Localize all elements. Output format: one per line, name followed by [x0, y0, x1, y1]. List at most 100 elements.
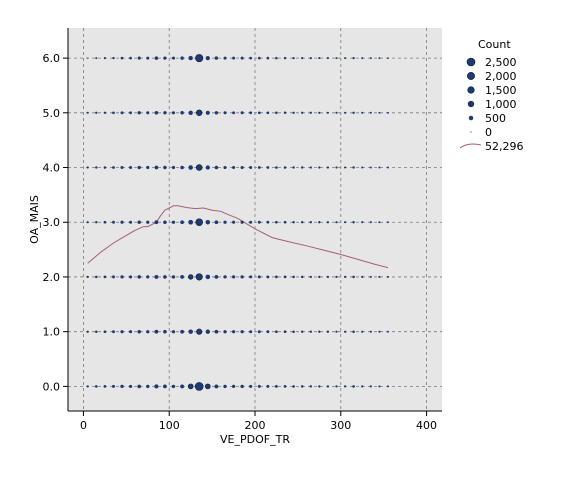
data-point: [361, 385, 364, 388]
data-point: [378, 385, 381, 388]
data-point: [326, 385, 330, 388]
data-point: [214, 165, 219, 170]
data-point: [112, 220, 115, 224]
data-point: [180, 329, 184, 334]
data-point: [154, 56, 159, 60]
data-point: [223, 384, 227, 389]
data-point: [378, 330, 381, 333]
data-point: [361, 330, 364, 333]
data-point: [188, 219, 194, 225]
data-point: [369, 275, 372, 278]
legend-size-label: 1,000: [485, 98, 517, 111]
data-point: [95, 111, 98, 114]
data-point: [335, 385, 338, 388]
data-point: [352, 330, 355, 333]
data-point: [301, 56, 304, 60]
data-point: [283, 111, 287, 115]
data-point: [326, 166, 329, 169]
data-point: [266, 330, 270, 334]
data-point: [369, 385, 372, 388]
data-point: [283, 275, 287, 279]
axes: 0 100 200 300 400 0.0 1.0 2.0 3.0 4.0 5.0 6.0: [43, 28, 442, 432]
data-point: [137, 329, 141, 334]
y-tick-label: 1.0: [43, 326, 61, 339]
legend-size-symbol: [467, 72, 475, 80]
data-point: [112, 330, 115, 334]
y-axis-title: OA_MAIS: [28, 195, 41, 244]
data-point: [129, 275, 133, 279]
data-point: [326, 111, 329, 114]
data-point: [369, 330, 372, 333]
data-point: [275, 56, 278, 60]
legend-size-label: 500: [485, 112, 506, 125]
legend-size-label: 2,500: [485, 56, 517, 69]
data-point: [326, 221, 330, 224]
data-point: [205, 383, 211, 390]
data-point: [249, 166, 253, 169]
legend-size-label: 1,500: [485, 84, 517, 97]
data-point: [283, 330, 287, 334]
data-point: [240, 111, 244, 115]
data-point: [129, 111, 133, 115]
data-point: [154, 329, 159, 334]
data-point: [361, 166, 364, 169]
data-point: [163, 165, 167, 170]
data-point: [275, 166, 278, 169]
x-axis-title: VE_PDOF_TR: [220, 433, 290, 446]
data-point: [129, 56, 132, 60]
data-point: [137, 56, 141, 60]
legend-size-symbol: [466, 57, 476, 67]
data-point: [195, 218, 203, 226]
data-point: [223, 330, 227, 334]
data-point: [180, 274, 185, 279]
data-point: [232, 220, 236, 224]
data-point: [326, 275, 330, 279]
y-tick-label: 0.0: [43, 380, 61, 393]
data-point: [387, 111, 389, 114]
data-point: [120, 384, 124, 389]
data-point: [300, 330, 304, 333]
data-point: [283, 220, 287, 224]
data-point: [214, 111, 219, 115]
data-point: [387, 330, 389, 333]
data-point: [300, 385, 304, 388]
data-point: [309, 221, 312, 224]
data-point: [171, 111, 176, 115]
data-point: [137, 165, 141, 170]
data-point: [194, 382, 204, 391]
data-point: [257, 56, 261, 60]
data-point: [103, 330, 107, 334]
data-point: [171, 165, 176, 170]
data-point: [361, 275, 364, 278]
data-point: [232, 56, 236, 60]
data-point: [249, 330, 253, 334]
data-point: [352, 56, 355, 60]
data-point: [369, 57, 372, 60]
data-point: [146, 330, 150, 334]
data-point: [257, 220, 261, 224]
data-point: [146, 56, 150, 60]
legend-size-symbol: [470, 131, 472, 133]
data-point: [240, 275, 244, 279]
data-point: [146, 275, 150, 279]
data-point: [240, 165, 244, 170]
data-point: [326, 57, 329, 60]
data-point: [196, 109, 203, 116]
data-point: [249, 275, 253, 279]
data-point: [283, 385, 287, 388]
data-point: [240, 330, 244, 334]
data-point: [86, 111, 89, 114]
data-point: [275, 275, 278, 279]
data-point: [95, 385, 98, 388]
x-tick-label: 0: [80, 419, 87, 432]
data-point: [249, 111, 253, 115]
data-point: [378, 221, 381, 224]
data-point: [257, 384, 261, 388]
data-point: [171, 330, 176, 334]
data-point: [343, 385, 347, 388]
data-point: [146, 384, 150, 389]
data-point: [257, 111, 261, 115]
legend-size-label: 2,000: [485, 70, 517, 83]
data-point: [300, 220, 304, 224]
